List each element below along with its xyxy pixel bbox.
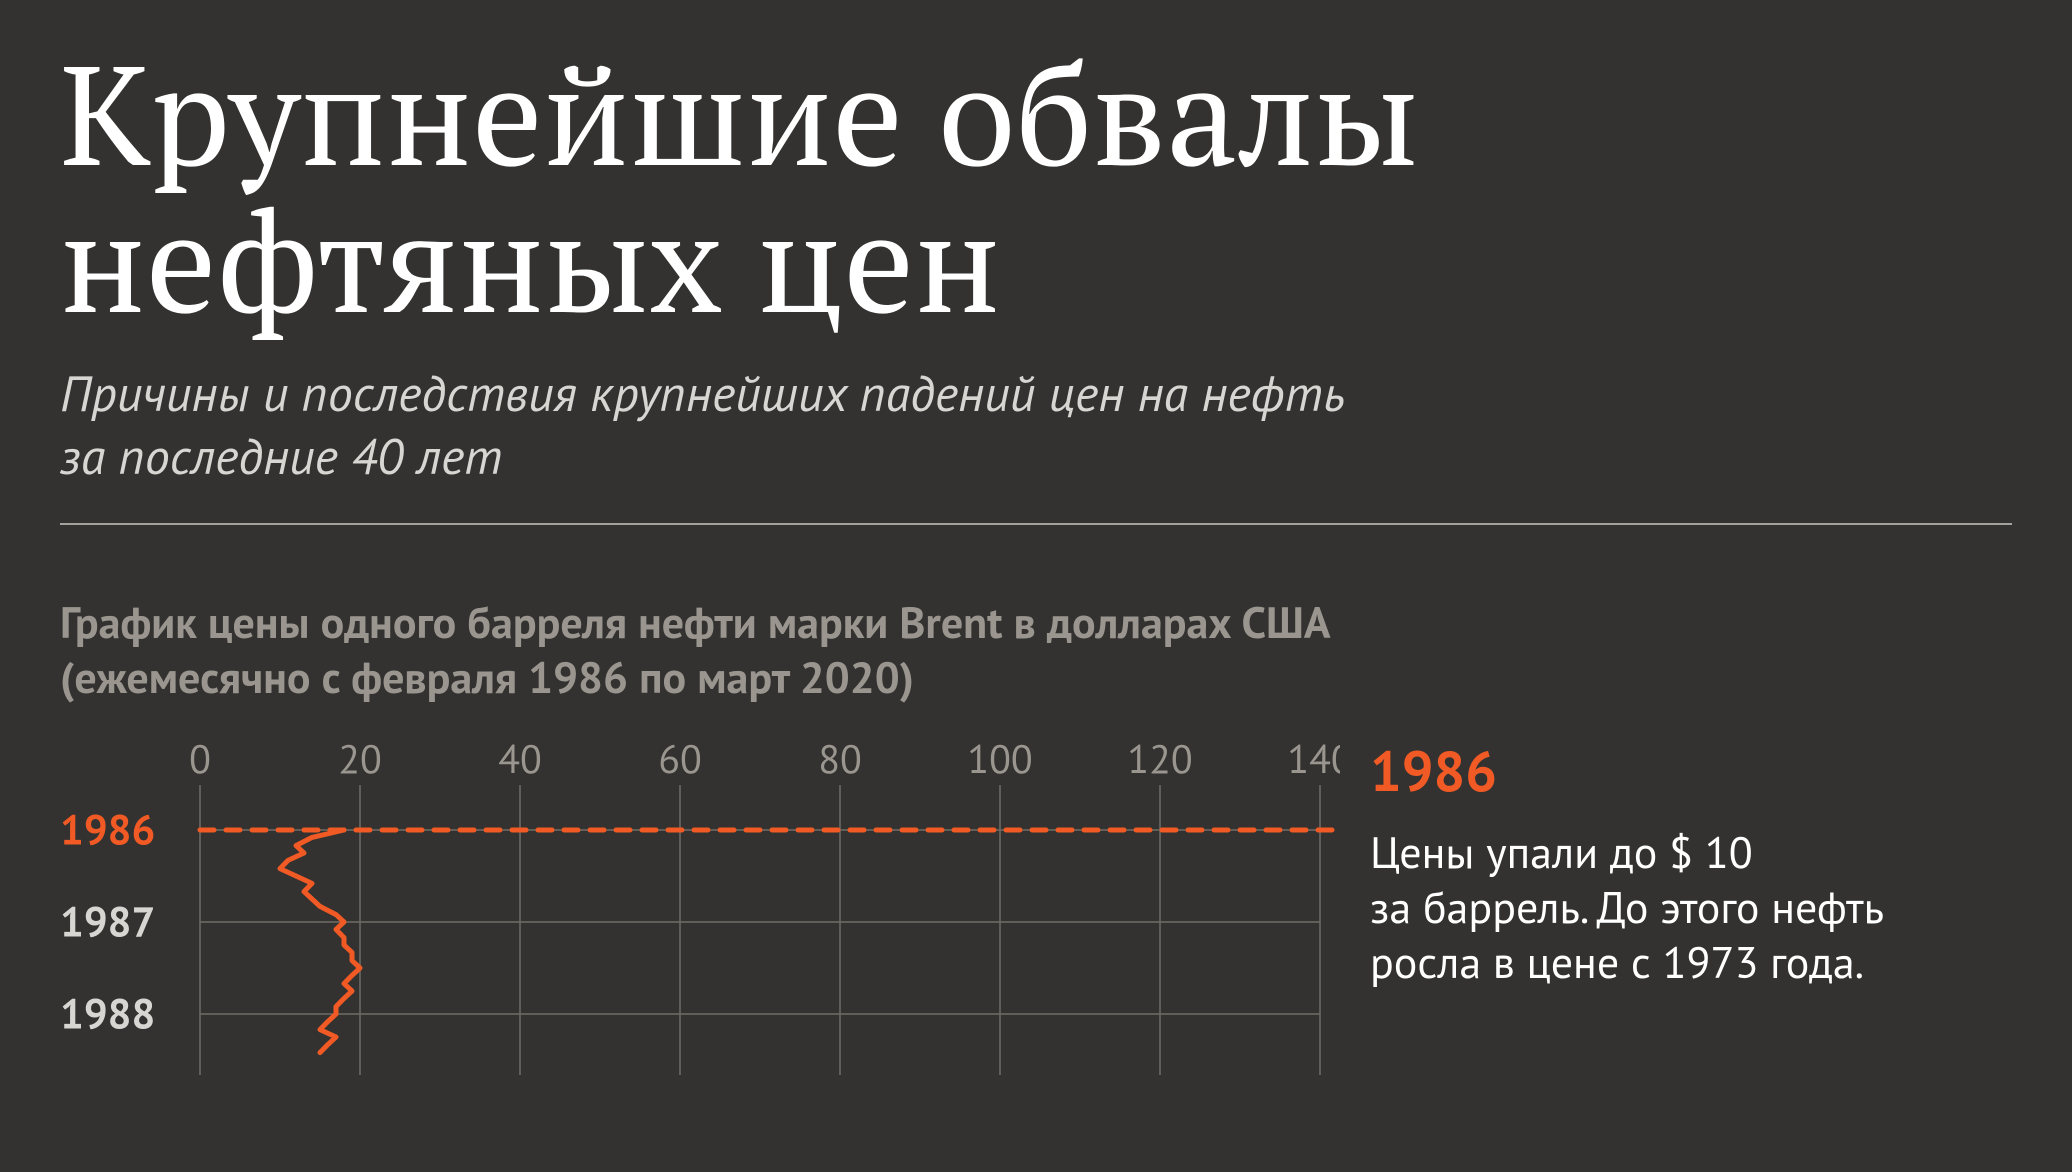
- page-title: Крупнейшие обвалы нефтяных цен: [60, 40, 2012, 334]
- chart-block: График цены одного барреля нефти марки B…: [60, 595, 2012, 1075]
- x-tick-label: 100: [967, 735, 1032, 785]
- x-tick-label: 40: [498, 735, 542, 785]
- x-tick-label: 120: [1127, 735, 1192, 785]
- divider: [60, 523, 2012, 525]
- annotation-body-line: за баррель. До этого нефть: [1370, 879, 1884, 936]
- title-line-2: нефтяных цен: [60, 168, 1001, 353]
- subtitle-line-2: за последние 40 лет: [60, 423, 502, 488]
- chart-caption-line-2: (ежемесячно с февраля 1986 по март 2020): [60, 649, 914, 706]
- x-tick-label: 140: [1287, 735, 1340, 785]
- annotation-body-line: росла в цене с 1973 года.: [1370, 934, 1864, 991]
- subtitle-line-1: Причины и последствия крупнейших падений…: [60, 360, 1345, 425]
- annotation-1986: 1986 Цены упали до $ 10 за баррель. До э…: [1370, 735, 1884, 990]
- infographic-page: Крупнейшие обвалы нефтяных цен Причины и…: [0, 0, 2072, 1172]
- chart-caption: График цены одного барреля нефти марки B…: [60, 595, 2012, 705]
- y-tick-label: 1988: [60, 986, 155, 1041]
- y-tick-label: 1986: [60, 802, 155, 857]
- x-tick-label: 80: [818, 735, 862, 785]
- x-tick-label: 60: [658, 735, 702, 785]
- chart-wrap: 0 20 40 60 80 100 120 140 1986 1987 1988 1986 Цены…: [60, 735, 2012, 1075]
- x-tick-label: 0: [189, 735, 211, 785]
- brent-price-chart: 0 20 40 60 80 100 120 140 1986 1987 1988: [60, 735, 1340, 1075]
- price-series-line: [280, 830, 360, 1053]
- annotation-year: 1986: [1370, 735, 1884, 807]
- x-tick-label: 20: [338, 735, 382, 785]
- y-tick-label: 1987: [60, 894, 155, 949]
- chart-caption-line-1: График цены одного барреля нефти марки B…: [60, 594, 1331, 651]
- annotation-body: Цены упали до $ 10 за баррель. До этого …: [1370, 825, 1884, 990]
- annotation-body-line: Цены упали до $ 10: [1370, 824, 1753, 881]
- page-subtitle: Причины и последствия крупнейших падений…: [60, 362, 2012, 487]
